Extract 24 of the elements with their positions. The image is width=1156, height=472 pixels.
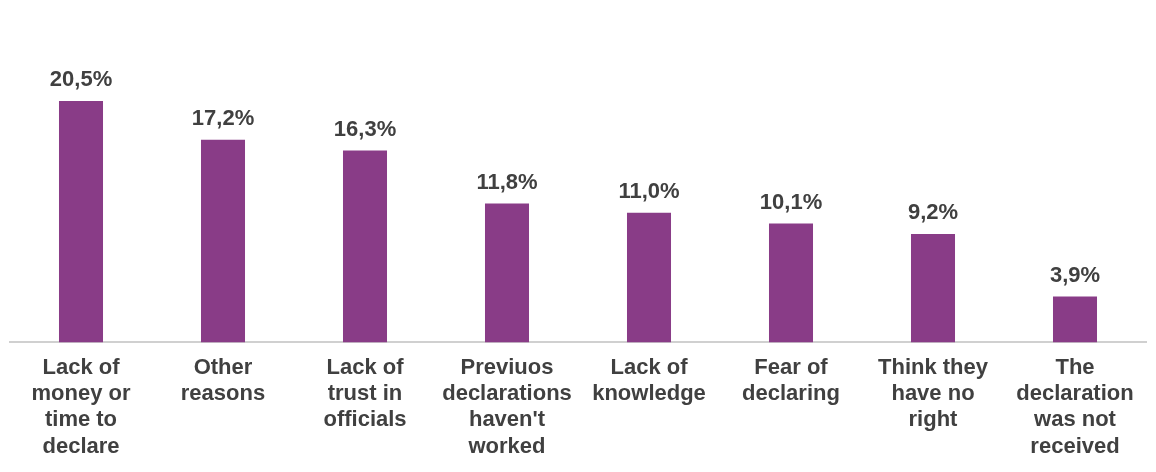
x-tick-label: Fear of declaring	[742, 353, 840, 406]
bar	[1052, 296, 1098, 343]
data-label: 11,8%	[476, 168, 538, 194]
x-tick-label: Previuos declarations haven't worked	[442, 353, 572, 458]
x-tick-label: Lack of trust in officials	[323, 353, 407, 432]
data-label: 10,1%	[759, 188, 823, 214]
x-tick-label: The declaration was not received	[1016, 353, 1134, 458]
bar	[342, 150, 388, 343]
data-label: 9,2%	[907, 199, 959, 225]
bar	[58, 100, 104, 343]
data-label: 17,2%	[191, 104, 255, 130]
bar	[768, 223, 814, 343]
x-tick-label: Lack of money or time to declare	[31, 353, 131, 458]
bar	[200, 139, 246, 343]
x-tick-label: Lack of knowledge	[592, 353, 706, 406]
data-label: 20,5%	[49, 66, 113, 92]
data-label: 11,0%	[618, 177, 680, 203]
data-label: 3,9%	[1049, 261, 1101, 287]
data-label: 16,3%	[333, 115, 397, 141]
bar	[484, 203, 530, 343]
x-tick-label: Other reasons	[180, 353, 266, 406]
x-tick-label: Think they have no right	[877, 353, 989, 432]
bar	[910, 234, 956, 343]
bar	[626, 212, 672, 343]
